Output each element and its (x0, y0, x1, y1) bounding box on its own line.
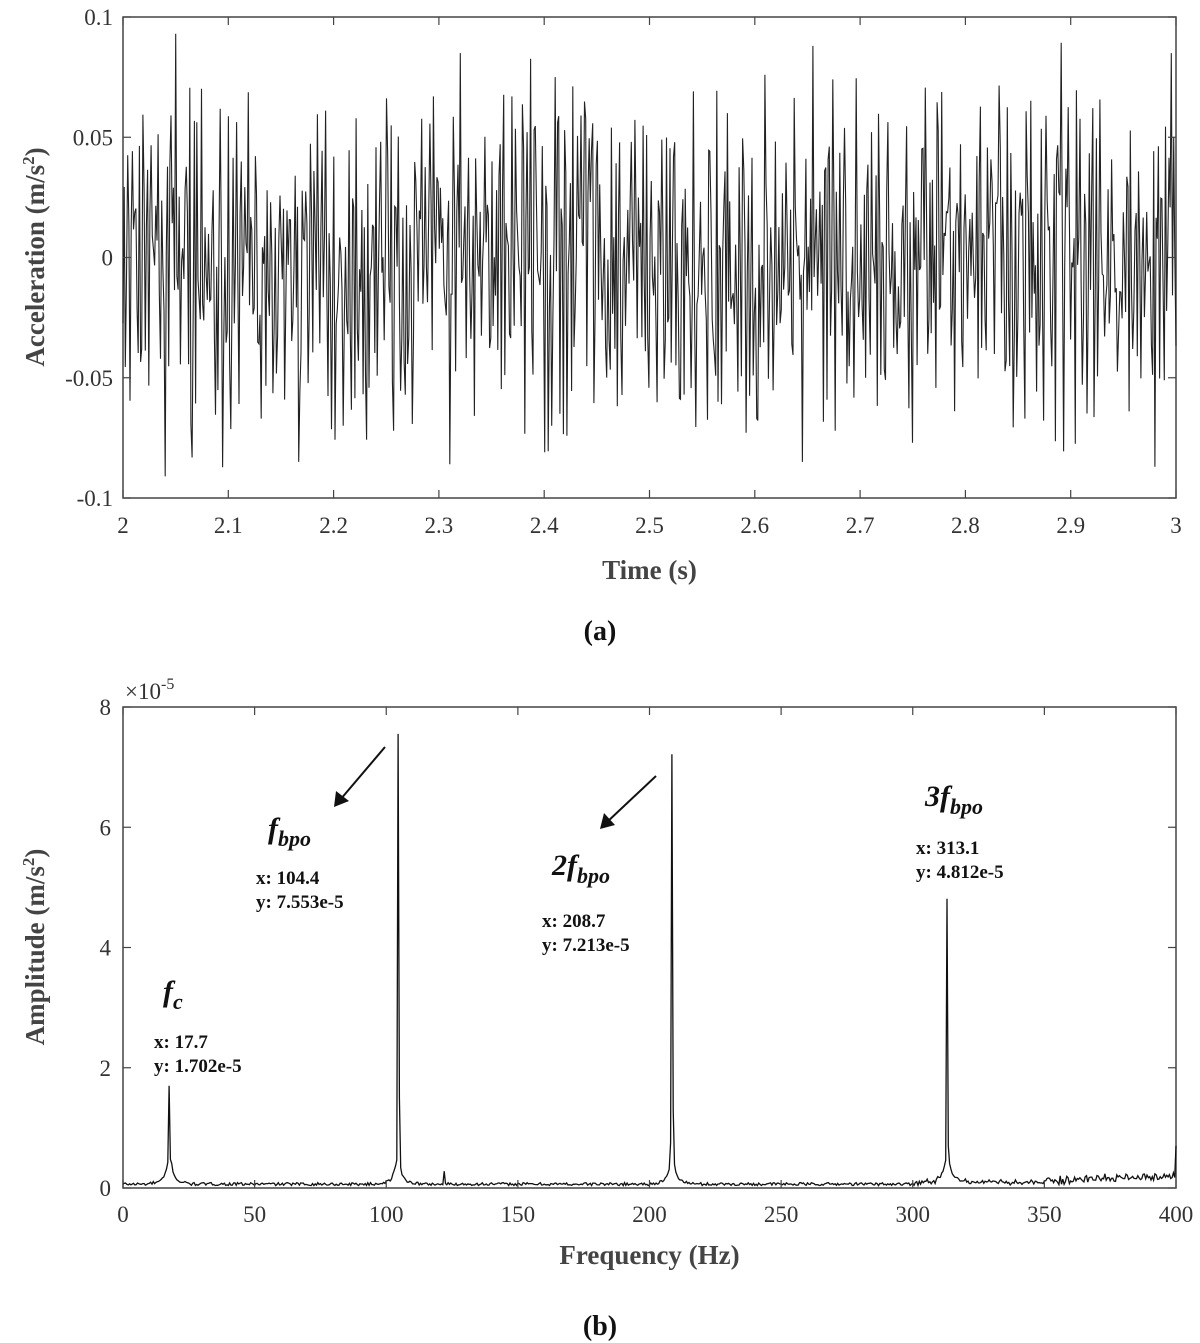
acceleration-signal (122, 33, 1177, 477)
annotation-fbpo-y: y: 7.553e-5 (256, 892, 344, 913)
annotation-fc-x: x: 17.7 (154, 1032, 208, 1053)
y-axis-label-a: Acceleration (m/s2) (19, 147, 50, 366)
annotation-fc-label: fc (163, 975, 183, 1014)
annotation-3fbpo-x: x: 313.1 (916, 838, 979, 859)
x-tick-label-b: 300 (896, 1202, 931, 1227)
y-axis-label-b: Amplitude (m/s2) (19, 849, 50, 1046)
annotation-2fbpo-x: x: 208.7 (542, 911, 606, 932)
annotation-fc-y: y: 1.702e-5 (154, 1056, 242, 1077)
x-tick-label-a: 2.8 (951, 513, 980, 538)
y-tick-label-b: 2 (100, 1056, 112, 1081)
annotation-fc: fc x: 17.7 y: 1.702e-5 (154, 975, 242, 1077)
y-tick-label-b: 8 (100, 695, 112, 720)
x-tick-label-b: 0 (117, 1202, 129, 1227)
exponent-label: ×10-5 (125, 676, 174, 704)
x-tick-label-a: 3 (1170, 513, 1182, 538)
plot-area-b (122, 706, 1177, 1189)
y-ticks-b: 8 6 4 2 0 (100, 695, 1176, 1201)
x-tick-label-b: 400 (1159, 1202, 1194, 1227)
y-tick-label-a: 0 (102, 246, 114, 271)
x-tick-label-a: 2.7 (846, 513, 875, 538)
y-tick-label-a: 0.1 (84, 5, 113, 30)
x-tick-label-b: 250 (764, 1202, 799, 1227)
x-tick-label-a: 2.5 (635, 513, 664, 538)
x-tick-label-a: 2.9 (1056, 513, 1085, 538)
x-tick-label-a: 2.4 (530, 513, 559, 538)
annotation-fbpo-x: x: 104.4 (256, 868, 320, 889)
annotation-3fbpo-y: y: 4.812e-5 (916, 862, 1004, 883)
y-tick-label-b: 6 (100, 815, 112, 840)
x-tick-label-a: 2 (117, 513, 129, 538)
x-tick-label-b: 150 (501, 1202, 536, 1227)
y-tick-label-a: -0.05 (65, 366, 113, 391)
annotation-fbpo-label: fbpo (268, 812, 311, 851)
x-tick-label-b: 100 (369, 1202, 404, 1227)
x-axis-label-a: Time (s) (602, 555, 697, 585)
spectrum-chart: 0 50 100 150 200 250 300 350 400 8 6 4 2 0 ×10-5 Fre… (19, 676, 1193, 1342)
y-tick-label-a: -0.1 (77, 486, 113, 511)
y-tick-label-a: 0.05 (73, 125, 113, 150)
panel-label-a: (a) (584, 616, 617, 647)
y-ticks-a: 0.1 0.05 0 -0.05 -0.1 (65, 5, 1176, 511)
annotation-2fbpo-label: 2fbpo (551, 849, 610, 888)
x-tick-label-b: 200 (632, 1202, 667, 1227)
annotation-2fbpo-y: y: 7.213e-5 (542, 935, 630, 956)
y-tick-label-b: 0 (100, 1176, 112, 1201)
arrow-2fbpo (600, 775, 657, 829)
annotation-3fbpo-label: 3fbpo (924, 780, 983, 819)
annotation-3fbpo: 3fbpo x: 313.1 y: 4.812e-5 (916, 780, 1004, 883)
x-ticks-a: 2 2.1 2.2 2.3 2.4 2.5 2.6 2.7 2.8 2.9 3 (117, 17, 1182, 538)
x-tick-label-b: 350 (1027, 1202, 1062, 1227)
x-tick-label-a: 2.2 (319, 513, 348, 538)
arrow-fbpo (334, 746, 386, 807)
panel-label-b: (b) (583, 1311, 617, 1342)
x-axis-label-b: Frequency (Hz) (559, 1240, 739, 1270)
x-tick-label-a: 2.1 (214, 513, 243, 538)
x-tick-label-b: 50 (243, 1202, 266, 1227)
annotation-2fbpo: 2fbpo x: 208.7 y: 7.213e-5 (542, 775, 657, 956)
x-ticks-b: 0 50 100 150 200 250 300 350 400 (117, 707, 1193, 1227)
x-tick-label-a: 2.6 (740, 513, 769, 538)
annotation-fbpo: fbpo x: 104.4 y: 7.553e-5 (256, 746, 386, 913)
y-tick-label-b: 4 (100, 936, 112, 961)
x-tick-label-a: 2.3 (425, 513, 454, 538)
acceleration-trace (122, 33, 1177, 477)
time-domain-chart: 2 2.1 2.2 2.3 2.4 2.5 2.6 2.7 2.8 2.9 3 0.1 0.05 0 -0… (19, 5, 1182, 647)
